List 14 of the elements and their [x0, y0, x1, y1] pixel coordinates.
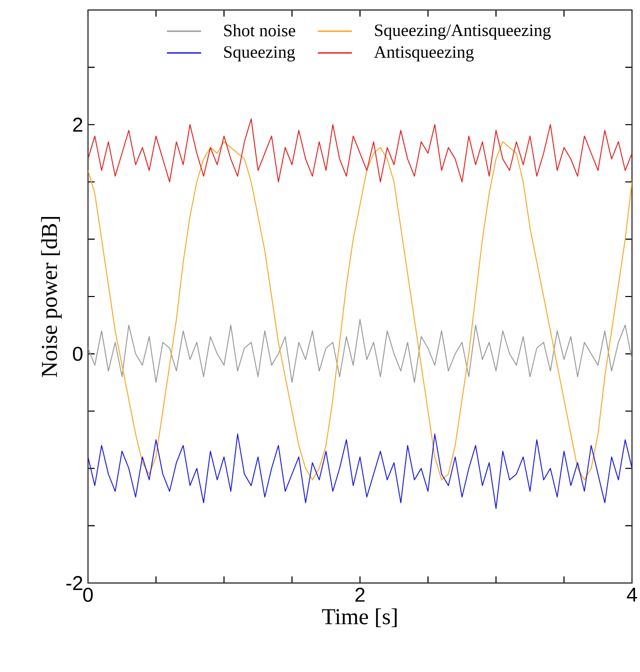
legend-label: Antisqueezing — [374, 46, 474, 62]
legend-label: Squeezing — [224, 46, 295, 62]
line-series — [88, 434, 632, 509]
legend-label: Shot noise — [224, 24, 296, 36]
x-tick-label: 2 — [355, 588, 365, 602]
y-tick-label: 2 — [73, 118, 82, 132]
x-tick-label: 4 — [626, 588, 637, 602]
x-axis-title: Time [s] — [322, 608, 397, 628]
y-tick-label: 0 — [72, 346, 82, 361]
line-series — [88, 318, 632, 383]
legend-label: Squeezing/Antisqueezing — [375, 24, 551, 40]
y-axis-title: Noise power [dB] — [41, 216, 62, 378]
x-tick-label: 0 — [83, 588, 93, 602]
y-tick-label: -2 — [66, 576, 82, 590]
